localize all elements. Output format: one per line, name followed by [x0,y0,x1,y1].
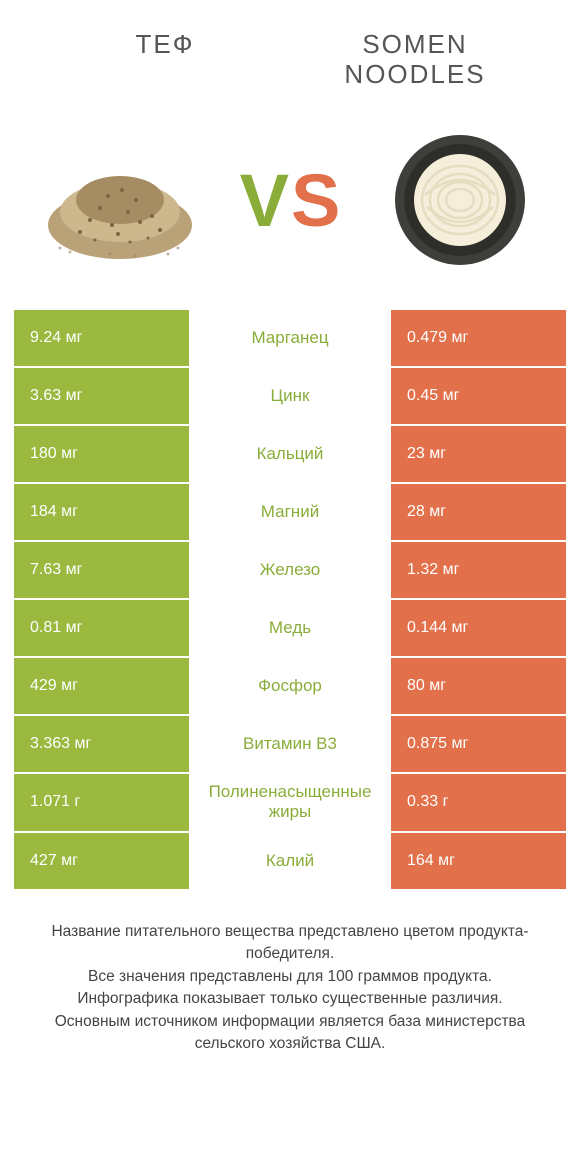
table-row: 7.63 мгЖелезо1.32 мг [14,542,566,600]
footer-line: Основным источником информации является … [18,1011,562,1056]
left-value-cell: 180 мг [14,426,189,482]
nutrient-name-cell: Медь [189,600,391,656]
right-value-cell: 0.33 г [391,774,566,831]
images-row: VS [0,110,580,310]
left-value-cell: 7.63 мг [14,542,189,598]
footer-notes: Название питательного вещества представл… [0,891,580,1056]
nutrient-name-cell: Марганец [189,310,391,366]
teff-icon [40,130,200,270]
left-value-cell: 429 мг [14,658,189,714]
right-value-cell: 28 мг [391,484,566,540]
left-value-cell: 9.24 мг [14,310,189,366]
table-row: 9.24 мгМарганец0.479 мг [14,310,566,368]
footer-line: Инфографика показывает только существенн… [18,988,562,1010]
table-row: 3.63 мгЦинк0.45 мг [14,368,566,426]
left-value-cell: 427 мг [14,833,189,889]
vs-label: VS [240,158,341,243]
right-value-cell: 80 мг [391,658,566,714]
right-value-cell: 0.45 мг [391,368,566,424]
noodles-icon [385,125,535,275]
right-value-cell: 0.479 мг [391,310,566,366]
table-row: 429 мгФосфор80 мг [14,658,566,716]
nutrient-name-cell: Калий [189,833,391,889]
right-value-cell: 0.875 мг [391,716,566,772]
table-row: 180 мгКальций23 мг [14,426,566,484]
footer-line: Все значения представлены для 100 граммо… [18,966,562,988]
header-left: ТЕФ [40,30,290,60]
table-row: 427 мгКалий164 мг [14,833,566,891]
nutrient-name-cell: Витамин B3 [189,716,391,772]
nutrient-name-cell: Полиненасыщенные жиры [189,774,391,831]
right-value-cell: 164 мг [391,833,566,889]
right-product-image [380,120,540,280]
left-value-cell: 1.071 г [14,774,189,831]
header-right: SOMEN NOODLES [290,30,540,90]
nutrient-name-cell: Фосфор [189,658,391,714]
left-product-title: ТЕФ [40,30,290,60]
right-value-cell: 0.144 мг [391,600,566,656]
right-value-cell: 1.32 мг [391,542,566,598]
left-value-cell: 0.81 мг [14,600,189,656]
nutrient-name-cell: Кальций [189,426,391,482]
left-value-cell: 184 мг [14,484,189,540]
comparison-table: 9.24 мгМарганец0.479 мг3.63 мгЦинк0.45 м… [0,310,580,891]
table-row: 0.81 мгМедь0.144 мг [14,600,566,658]
vs-s: S [291,158,340,243]
nutrient-name-cell: Железо [189,542,391,598]
right-value-cell: 23 мг [391,426,566,482]
table-row: 184 мгМагний28 мг [14,484,566,542]
nutrient-name-cell: Магний [189,484,391,540]
left-value-cell: 3.63 мг [14,368,189,424]
table-row: 3.363 мгВитамин B30.875 мг [14,716,566,774]
header: ТЕФ SOMEN NOODLES [0,0,580,110]
footer-line: Название питательного вещества представл… [18,921,562,966]
left-value-cell: 3.363 мг [14,716,189,772]
vs-v: V [240,158,289,243]
right-product-title: SOMEN NOODLES [290,30,540,90]
nutrient-name-cell: Цинк [189,368,391,424]
left-product-image [40,120,200,280]
table-row: 1.071 гПолиненасыщенные жиры0.33 г [14,774,566,833]
